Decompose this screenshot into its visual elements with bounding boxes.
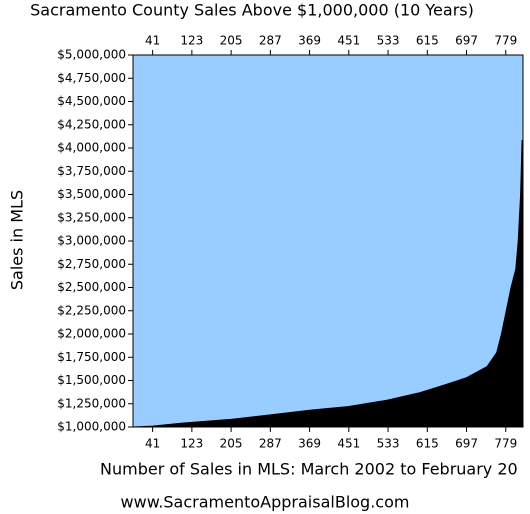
x-tick-label-top: 123 [180, 34, 203, 48]
x-tick-label-top: 615 [416, 34, 439, 48]
y-tick-label: $1,500,000 [57, 373, 126, 387]
y-tick-label: $2,000,000 [57, 327, 126, 341]
x-tick-label: 779 [494, 437, 517, 451]
x-tick-label-top: 369 [298, 34, 321, 48]
y-tick-label: $3,500,000 [57, 187, 126, 201]
y-tick-label: $2,500,000 [57, 280, 126, 294]
x-tick-label: 615 [416, 437, 439, 451]
x-tick-label-top: 779 [494, 34, 517, 48]
y-tick-label: $1,750,000 [57, 350, 126, 364]
x-tick-label-top: 41 [145, 34, 160, 48]
y-tick-label: $3,250,000 [57, 210, 126, 224]
area [132, 140, 524, 428]
y-tick-label: $2,750,000 [57, 257, 126, 271]
x-tick-label: 287 [259, 437, 282, 451]
x-tick-label-top: 697 [455, 34, 478, 48]
x-tick-label-top: 533 [377, 34, 400, 48]
x-tick-label: 369 [298, 437, 321, 451]
x-tick-label: 205 [220, 437, 243, 451]
y-tick-label: $5,000,000 [57, 48, 126, 62]
x-tick-label: 451 [337, 437, 360, 451]
plot-background [133, 55, 523, 427]
y-tick-label: $3,750,000 [57, 164, 126, 178]
y-axis-title: Sales in MLS [8, 190, 27, 290]
y-tick-label: $3,000,000 [57, 234, 126, 248]
x-tick-label-top: 205 [220, 34, 243, 48]
x-tick-label-top: 451 [337, 34, 360, 48]
y-tick-label: $2,250,000 [57, 303, 126, 317]
y-tick-label: $1,250,000 [57, 396, 126, 410]
x-tick-label: 41 [145, 437, 160, 451]
x-tick-label: 123 [180, 437, 203, 451]
x-tick-label-top: 287 [259, 34, 282, 48]
y-tick-label: $4,250,000 [57, 117, 126, 131]
x-tick-label: 697 [455, 437, 478, 451]
footer: www.SacramentoAppraisalBlog.com [121, 493, 410, 512]
chart-title: Sacramento County Sales Above $1,000,000… [30, 1, 474, 20]
y-tick-label: $4,500,000 [57, 94, 126, 108]
x-tick-label: 533 [377, 437, 400, 451]
y-tick-label: $1,000,000 [57, 420, 126, 434]
x-axis-title: Number of Sales in MLS: March 2002 to Fe… [100, 460, 518, 479]
y-tick-label: $4,000,000 [57, 141, 126, 155]
y-tick-label: $4,750,000 [57, 71, 126, 85]
